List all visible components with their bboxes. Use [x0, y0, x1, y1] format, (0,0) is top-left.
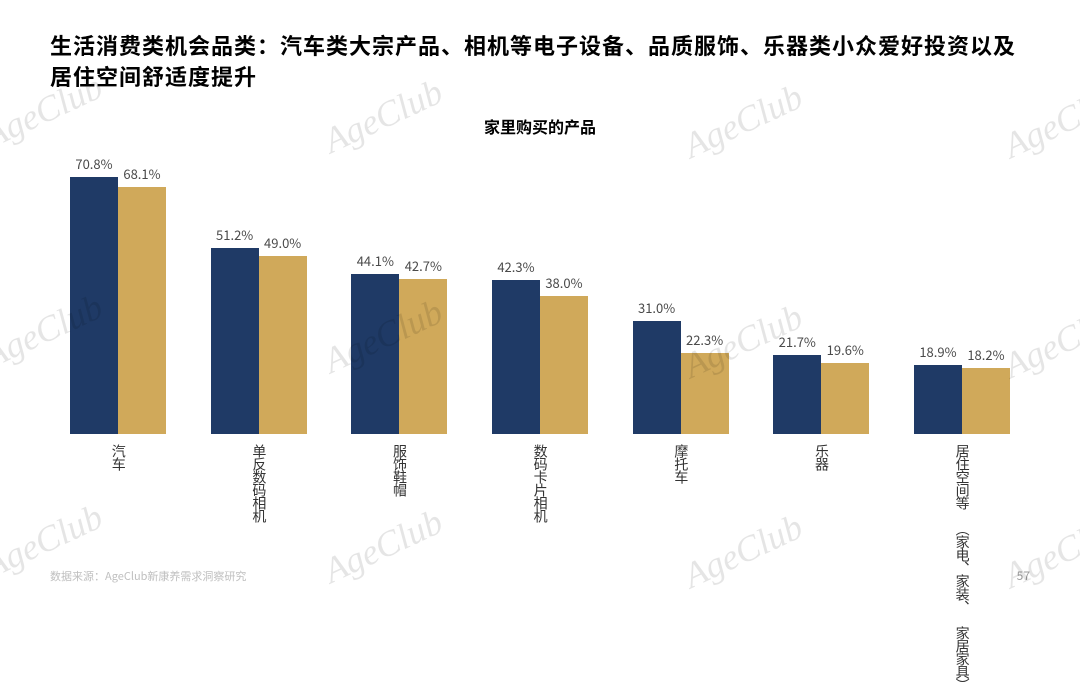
axis-label-col: 服饰鞋帽 — [339, 444, 459, 691]
bar-value-label: 31.0% — [638, 298, 675, 317]
bar — [914, 365, 962, 434]
bar — [211, 248, 259, 434]
bar — [633, 321, 681, 433]
bar-value-label: 68.1% — [123, 164, 160, 183]
bar-group: 42.3% 38.0% — [480, 257, 600, 433]
bar-value-label: 38.0% — [545, 273, 582, 292]
bar — [681, 353, 729, 434]
bar-series-2: 19.6% — [821, 340, 869, 434]
bar-group: 51.2% 49.0% — [199, 225, 319, 434]
bar-value-label: 18.9% — [919, 342, 956, 361]
bar-series-2: 38.0% — [540, 273, 588, 434]
page-title: 生活消费类机会品类：汽车类大宗产品、相机等电子设备、品质服饰、乐器类小众爱好投资… — [50, 30, 1030, 92]
axis-label-col: 乐器 — [761, 444, 881, 691]
bar — [259, 256, 307, 434]
bar-value-label: 19.6% — [827, 340, 864, 359]
bar-series-1: 70.8% — [70, 154, 118, 434]
bar — [492, 280, 540, 433]
bar-value-label: 49.0% — [264, 233, 301, 252]
bar-value-label: 18.2% — [967, 345, 1004, 364]
page-number: 57 — [1017, 567, 1030, 584]
bar — [540, 296, 588, 434]
chart-area: 70.8% 68.1% 51.2% 49.0% 44.1% 42.7% 42.3% 38.0%… — [50, 144, 1030, 434]
bar-value-label: 22.3% — [686, 330, 723, 349]
bar-series-1: 51.2% — [211, 225, 259, 434]
bar-series-2: 18.2% — [962, 345, 1010, 434]
bar-series-1: 18.9% — [914, 342, 962, 434]
category-label: 摩托车 — [673, 444, 688, 691]
bar — [821, 363, 869, 434]
bar-value-label: 51.2% — [216, 225, 253, 244]
bar-series-1: 31.0% — [633, 298, 681, 433]
bar-series-1: 44.1% — [351, 251, 399, 434]
bar-series-2: 68.1% — [118, 164, 166, 434]
bar-value-label: 21.7% — [779, 332, 816, 351]
slide-page: 生活消费类机会品类：汽车类大宗产品、相机等电子设备、品质服饰、乐器类小众爱好投资… — [0, 0, 1080, 604]
bar-group: 70.8% 68.1% — [58, 154, 178, 434]
bar-value-label: 42.3% — [497, 257, 534, 276]
bar — [70, 177, 118, 434]
bar-group: 18.9% 18.2% — [902, 342, 1022, 434]
bar-value-label: 42.7% — [405, 256, 442, 275]
bar-series-1: 42.3% — [492, 257, 540, 433]
bar — [118, 187, 166, 434]
bar — [773, 355, 821, 434]
bar-group: 21.7% 19.6% — [761, 332, 881, 434]
category-label: 单反数码相机 — [251, 444, 266, 691]
bar-series-2: 49.0% — [259, 233, 307, 434]
category-label: 乐器 — [814, 444, 829, 691]
bar — [399, 279, 447, 434]
axis-label-col: 摩托车 — [621, 444, 741, 691]
category-label: 数码卡片相机 — [532, 444, 547, 691]
bar-value-label: 44.1% — [357, 251, 394, 270]
bar-value-label: 70.8% — [75, 154, 112, 173]
bar — [962, 368, 1010, 434]
axis-label-col: 居住空间等 （家电、家装、 家居家具） — [902, 444, 1022, 691]
bar-series-1: 21.7% — [773, 332, 821, 434]
bar-series-2: 42.7% — [399, 256, 447, 434]
axis-label-col: 数码卡片相机 — [480, 444, 600, 691]
data-source: 数据来源：AgeClub新康养需求洞察研究 — [50, 568, 246, 584]
category-label: 服饰鞋帽 — [392, 444, 407, 691]
bar-group: 44.1% 42.7% — [339, 251, 459, 434]
bar-series-2: 22.3% — [681, 330, 729, 434]
chart-title: 家里购买的产品 — [50, 114, 1030, 138]
bar — [351, 274, 399, 434]
bar-group: 31.0% 22.3% — [621, 298, 741, 433]
category-label: 居住空间等 （家电、家装、 家居家具） — [954, 444, 969, 691]
